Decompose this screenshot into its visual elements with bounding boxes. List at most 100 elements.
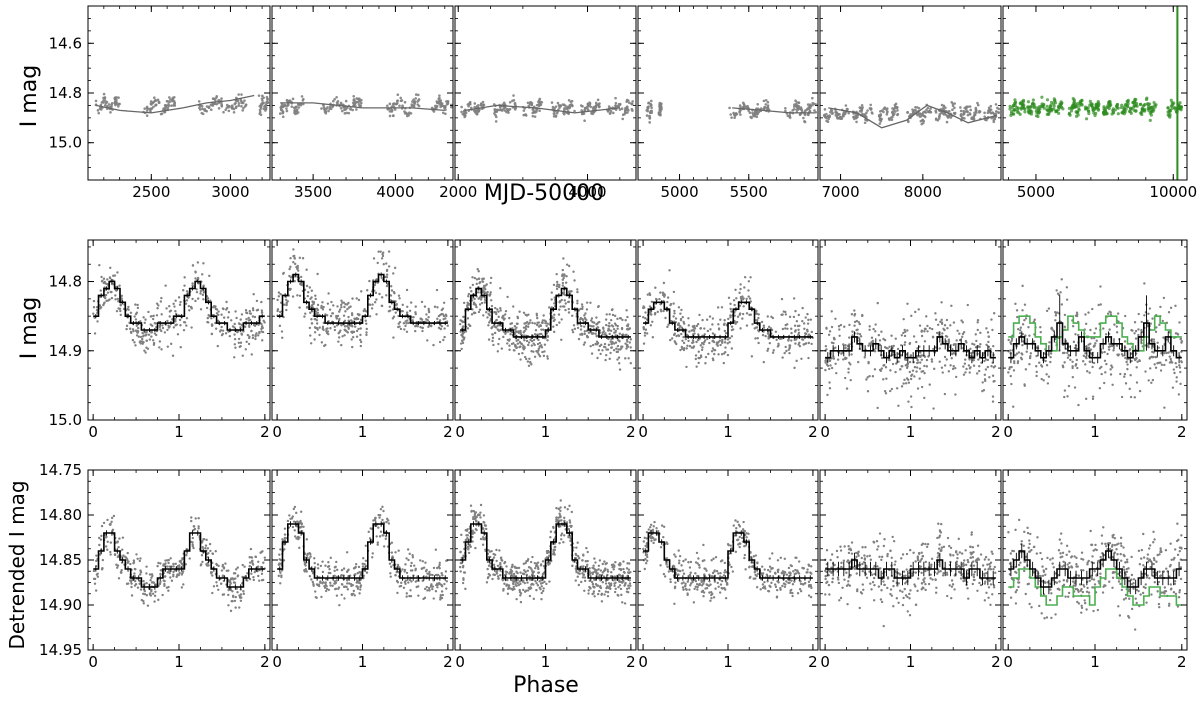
lightcurve-point: [1140, 112, 1144, 117]
folded-point: [629, 362, 632, 365]
folded-point: [804, 316, 807, 319]
folded-point: [409, 301, 413, 304]
folded-point: [442, 301, 446, 304]
folded-point: [478, 280, 482, 284]
lightcurve-point: [493, 109, 497, 112]
folded-point: [596, 305, 600, 309]
folded-point: [529, 319, 532, 322]
folded-point: [535, 323, 539, 327]
folded-point: [382, 251, 385, 254]
folded-point: [925, 315, 928, 318]
folded-point: [133, 341, 136, 344]
lightcurve-point: [117, 105, 120, 108]
folded-point: [220, 333, 224, 337]
folded-point: [890, 387, 894, 391]
folded-point: [207, 321, 210, 324]
lightcurve-point: [762, 99, 766, 103]
folded-point: [499, 307, 502, 310]
lightcurve-point: [335, 101, 339, 104]
folded-point: [134, 329, 138, 332]
lightcurve-point: [280, 102, 284, 106]
folded-point: [977, 369, 981, 373]
folded-point: [625, 344, 629, 347]
lightcurve-point: [443, 106, 446, 110]
folded-point: [958, 332, 961, 335]
folded-point: [365, 331, 368, 334]
lightcurve-point: [392, 102, 396, 105]
folded-point: [519, 342, 522, 345]
folded-point: [289, 257, 292, 260]
folded-point: [390, 289, 394, 292]
folded-point: [199, 292, 202, 295]
row1-panel-1-ytick-label: 15.0: [49, 134, 82, 152]
folded-point: [967, 364, 971, 367]
lightcurve-point: [358, 99, 362, 103]
lightcurve-point: [951, 104, 955, 108]
row1-panel-4: 5000 5500: [637, 5, 819, 201]
folded-point: [843, 325, 846, 328]
folded-point: [723, 319, 726, 322]
lightcurve-point: [152, 100, 155, 104]
folded-point: [320, 341, 324, 344]
lightcurve-point: [896, 112, 900, 116]
row2-panel-1-ytick-label: 15.0: [49, 411, 82, 429]
folded-point: [912, 335, 916, 338]
folded-point: [385, 262, 388, 265]
folded-point: [376, 261, 379, 265]
folded-point: [558, 321, 561, 324]
folded-point: [828, 367, 831, 371]
folded-point: [355, 297, 358, 300]
folded-point: [730, 325, 734, 328]
folded-point: [724, 331, 728, 335]
folded-point: [398, 297, 401, 300]
lightcurve-trend: [95, 94, 255, 114]
folded-point: [278, 324, 282, 328]
folded-point: [293, 280, 296, 283]
folded-point: [295, 265, 298, 269]
folded-point: [397, 294, 401, 297]
folded-point: [427, 309, 431, 312]
lightcurve-point: [357, 103, 361, 106]
folded-point: [563, 274, 566, 278]
lightcurve-point: [860, 107, 863, 111]
lightcurve-trend: [828, 104, 998, 129]
lightcurve-point: [631, 100, 634, 103]
lightcurve-point: [1061, 107, 1065, 111]
row1-panel-3-frame: [454, 5, 637, 181]
folded-point: [711, 317, 715, 320]
lightcurve-point: [553, 112, 556, 116]
folded-point: [836, 358, 840, 361]
folded-point: [797, 331, 801, 334]
lightcurve-point: [589, 105, 593, 109]
folded-point: [830, 310, 833, 313]
lightcurve-point: [503, 109, 507, 112]
folded-point: [616, 317, 619, 321]
lightcurve-point: [646, 109, 650, 113]
folded-point: [833, 337, 836, 341]
folded-point: [585, 301, 589, 304]
folded-point: [226, 316, 230, 319]
lightcurve-point: [868, 106, 872, 110]
folded-point: [178, 303, 182, 306]
folded-point: [432, 343, 435, 347]
lightcurve-point: [1143, 102, 1147, 107]
folded-point: [687, 317, 690, 320]
lightcurve-point: [281, 115, 285, 119]
lightcurve-point: [592, 111, 596, 114]
lightcurve-point: [969, 108, 972, 112]
folded-point: [564, 302, 567, 305]
folded-point: [943, 392, 947, 396]
folded-point: [346, 307, 349, 311]
lightcurve-point: [417, 98, 421, 101]
folded-point: [670, 337, 674, 340]
folded-point: [618, 362, 621, 365]
folded-point: [517, 352, 521, 356]
folded-point: [207, 314, 210, 317]
folded-point: [975, 339, 978, 343]
folded-point: [902, 317, 905, 321]
lightcurve-point: [103, 104, 107, 107]
folded-point: [966, 303, 969, 307]
lightcurve-point: [926, 106, 930, 110]
folded-point: [483, 301, 487, 304]
folded-point: [117, 300, 120, 303]
